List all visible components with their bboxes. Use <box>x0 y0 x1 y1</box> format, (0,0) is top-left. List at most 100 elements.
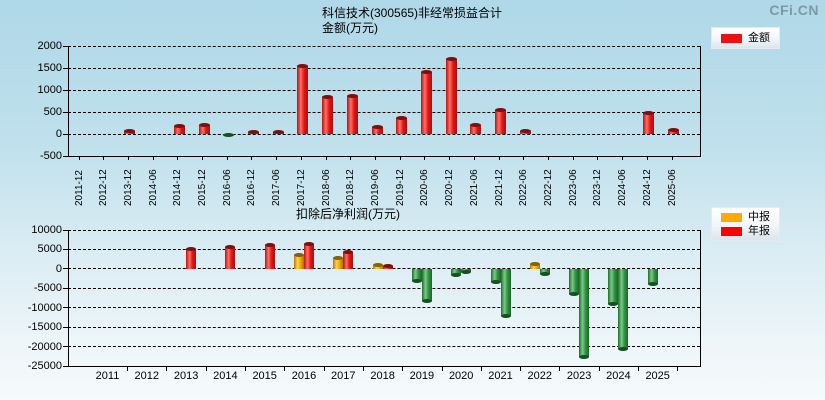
bar-cap <box>420 70 432 75</box>
bar-2023-中报 <box>569 268 580 296</box>
bar-2018-12-金额 <box>346 93 358 134</box>
y-tick <box>63 133 68 135</box>
bar-cap <box>372 262 383 267</box>
x-axis-label: 2023-12 <box>592 169 604 206</box>
bar-cap <box>569 291 580 296</box>
x-tick <box>323 367 325 371</box>
bar-cap <box>470 123 482 128</box>
bar-cap <box>647 281 658 286</box>
x-axis-label: 2024-06 <box>617 169 629 206</box>
y-axis-label: 10000 <box>31 224 62 236</box>
bar-2025-06-金额 <box>668 127 680 134</box>
y-tick <box>63 89 68 91</box>
top-chart-subtitle: 金额(万元) <box>322 21 378 35</box>
x-tick <box>559 367 561 371</box>
bar-2014-年报 <box>225 245 236 269</box>
gridline <box>68 133 700 135</box>
y-axis-label: -15000 <box>27 321 62 334</box>
x-axis-label: 2022 <box>527 370 553 382</box>
bar-2017-06-金额 <box>272 129 284 134</box>
x-axis-label: 2018-12 <box>345 169 357 206</box>
y-axis-label: 1000 <box>37 84 62 96</box>
y-tick <box>63 346 68 348</box>
bar-2021-年报 <box>500 268 511 319</box>
bar-cap <box>579 355 590 360</box>
x-axis-label: 2017 <box>331 370 356 382</box>
x-axis-label: 2012 <box>134 370 160 382</box>
x-axis-label: 2019-12 <box>394 169 406 206</box>
gridline <box>68 326 700 328</box>
gridline <box>68 268 700 270</box>
legend-label: 金额 <box>748 31 770 44</box>
bar-2024-12-金额 <box>643 111 655 134</box>
x-tick <box>523 157 525 160</box>
bar-2020-年报 <box>461 268 472 274</box>
bottom-chart-title: 扣除后净利润(万元) <box>296 207 400 221</box>
x-axis-label: 2025-06 <box>666 169 678 206</box>
bar-cap <box>500 314 511 319</box>
bar-cap <box>371 124 383 129</box>
x-tick <box>399 157 401 160</box>
legend-entry: 金额 <box>721 31 773 44</box>
bar-2021-中报 <box>490 268 501 285</box>
bar-2020-中报 <box>451 268 462 278</box>
x-axis-label: 2014 <box>213 370 238 382</box>
bar-cap <box>396 115 408 120</box>
gridline <box>68 111 700 113</box>
y-tick <box>63 365 68 367</box>
bar-cap <box>198 123 210 128</box>
x-tick <box>362 367 364 371</box>
bar-cap <box>608 301 619 306</box>
x-tick <box>424 157 426 160</box>
y-tick <box>63 307 68 309</box>
bar-2014-12-金额 <box>173 124 185 134</box>
gridline <box>68 307 700 309</box>
bar-2021-12-金额 <box>495 107 507 134</box>
bar-cap <box>529 262 540 267</box>
bar-cap <box>490 280 501 285</box>
plot-right-border <box>700 46 701 156</box>
y-tick <box>63 67 68 69</box>
x-axis-label: 2015 <box>252 370 277 382</box>
bar-cap <box>346 93 358 98</box>
bar-cap <box>421 299 432 304</box>
x-tick <box>251 157 253 160</box>
gridline <box>68 67 700 69</box>
x-tick <box>677 367 679 371</box>
bar-cap <box>173 124 185 129</box>
y-axis-label: 2000 <box>37 40 62 52</box>
bottom-chart-legend: 中报 年报 <box>711 207 780 241</box>
x-tick <box>498 157 500 160</box>
x-axis-label: 2017-12 <box>295 169 307 206</box>
x-axis-label: 2014-12 <box>172 169 184 206</box>
x-axis-line <box>68 156 701 157</box>
bar-2023-年报 <box>579 268 590 360</box>
cfi-watermark: CFi.CN <box>769 2 819 18</box>
bar-2016-中报 <box>294 253 304 269</box>
x-tick <box>78 157 80 160</box>
legend-swatch <box>721 226 742 236</box>
bar-2022-中报 <box>529 262 540 269</box>
bar-cap <box>495 107 507 112</box>
legend-label: 年报 <box>748 224 770 237</box>
bar-2013-12-金额 <box>124 128 136 134</box>
bar-2022-06-金额 <box>519 129 531 134</box>
x-axis-label: 2016-12 <box>246 169 258 206</box>
bar-cap <box>643 111 655 116</box>
gridline <box>68 346 700 348</box>
legend-swatch <box>721 33 742 43</box>
x-axis-label: 2022-06 <box>518 169 530 206</box>
x-axis-label: 2021-06 <box>468 169 480 206</box>
x-axis-label: 2024 <box>606 370 631 382</box>
x-tick <box>205 367 207 371</box>
bar-cap <box>668 127 680 132</box>
x-axis-label: 2020 <box>448 370 474 382</box>
bar-cap <box>539 271 550 276</box>
legend-entry: 年报 <box>721 224 773 237</box>
y-axis-label: -10000 <box>27 301 62 314</box>
y-tick <box>63 229 68 231</box>
x-axis-label: 2022-12 <box>542 169 554 206</box>
x-tick <box>127 367 129 371</box>
x-axis-label: 2021 <box>488 370 513 382</box>
bar-2015-12-金额 <box>198 123 210 134</box>
